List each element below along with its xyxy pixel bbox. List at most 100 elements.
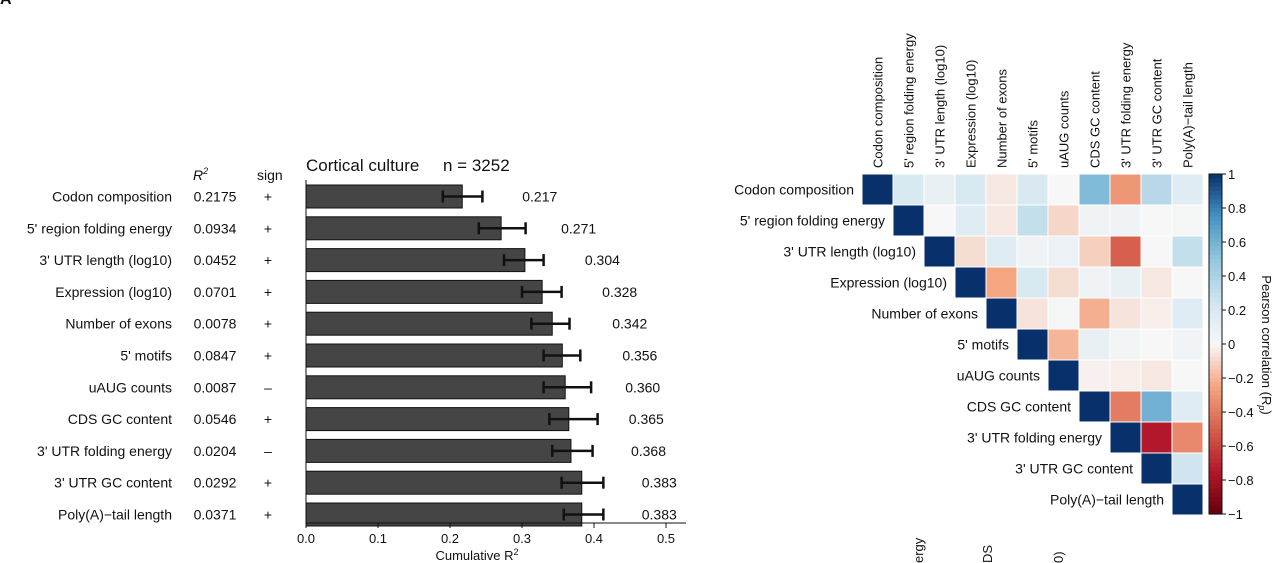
bar-category-label: Expression (log10) <box>55 284 172 300</box>
bar-r2-value: 0.0934 <box>194 220 237 236</box>
bar-sign: + <box>264 348 272 364</box>
bar-category-label: 5' region folding energy <box>27 220 172 236</box>
colorbar-segment <box>1209 501 1222 507</box>
bar-r2-value: 0.0701 <box>194 284 237 300</box>
bar-rows: Codon composition 0.2175 +0.217 5' region f… <box>27 184 677 527</box>
colorbar-segment <box>1209 178 1222 184</box>
heatmap-cell <box>923 173 956 206</box>
heatmap-cell <box>1047 297 1080 330</box>
heatmap-cell <box>1109 235 1142 268</box>
heatmap-cell <box>1140 359 1173 392</box>
colorbar-segment <box>1209 259 1222 264</box>
heatmap-cells <box>861 173 1204 516</box>
heatmap-cell <box>1016 204 1049 237</box>
heatmap-cell <box>1140 235 1173 268</box>
bar-sign: + <box>264 189 272 205</box>
colorbar-segment <box>1209 322 1222 328</box>
colorbar-segment <box>1209 395 1222 400</box>
bar-r2-value: 0.0546 <box>194 411 237 427</box>
heatmap-column-label: Expression (log10) <box>964 60 979 168</box>
colorbar-segment <box>1209 276 1222 281</box>
bar-value-label: 0.383 <box>642 475 677 491</box>
heatmap-cell <box>1109 173 1142 206</box>
colorbar-segment <box>1209 509 1222 515</box>
colorbar-segment <box>1209 348 1222 354</box>
cut-off-label: ergy <box>911 537 926 563</box>
heatmap-cell <box>923 204 956 237</box>
correlation-heatmap-panel: Codon composition 5' region folding energ… <box>734 33 1274 522</box>
bar <box>305 407 570 432</box>
heatmap-row-label: 5' motifs <box>957 337 1009 353</box>
bar-sign: + <box>264 507 272 523</box>
colorbar-segment <box>1209 467 1222 473</box>
sign-column-header: sign <box>257 167 283 183</box>
bar-r2-value: 0.0452 <box>194 252 237 268</box>
heatmap-cell <box>1140 297 1173 330</box>
colorbar-segment <box>1209 399 1222 405</box>
bar-value-label: 0.368 <box>631 443 666 459</box>
bar-r2-value: 0.0847 <box>194 348 237 364</box>
colorbar-segment <box>1209 191 1222 196</box>
heatmap-row-label: Expression (log10) <box>830 275 947 291</box>
heatmap-cell <box>1078 359 1111 392</box>
colorbar-segment <box>1209 475 1222 481</box>
bar-value-label: 0.271 <box>561 220 596 236</box>
colorbar-segment <box>1209 420 1222 426</box>
colorbar-segment <box>1209 505 1222 511</box>
heatmap-cell <box>1109 266 1142 299</box>
colorbar-segment <box>1209 471 1222 477</box>
bar <box>305 375 566 400</box>
bar-sign: + <box>264 316 272 332</box>
colorbar-segment <box>1209 331 1222 337</box>
colorbar-segment <box>1209 216 1222 222</box>
colorbar-segment <box>1209 386 1222 392</box>
colorbar-segment <box>1209 233 1222 239</box>
colorbar-segment <box>1209 297 1222 303</box>
heatmap-cell <box>1140 204 1173 237</box>
colorbar-segment <box>1209 182 1222 188</box>
heatmap-cell <box>1047 359 1080 392</box>
x-tick-label: 0.2 <box>441 531 459 546</box>
bar-value-label: 0.365 <box>629 411 664 427</box>
x-tick-label: 0.1 <box>369 531 387 546</box>
x-tick-label: 0.4 <box>585 531 603 546</box>
colorbar-segment <box>1209 407 1222 413</box>
colorbar-segment <box>1209 497 1222 502</box>
heatmap-cell <box>1171 173 1204 206</box>
heatmap-cell <box>1016 266 1049 299</box>
bar <box>305 311 553 336</box>
colorbar-tick-label: −0.8 <box>1228 473 1254 488</box>
heatmap-cell <box>1140 266 1173 299</box>
heatmap-cell <box>1109 297 1142 330</box>
heatmap-row-label: Poly(A)−tail length <box>1050 492 1164 508</box>
heatmap-cell <box>1171 328 1204 361</box>
bar-sign: – <box>264 379 272 395</box>
bar-category-label: Number of exons <box>65 316 172 332</box>
heatmap-cell <box>1171 390 1204 423</box>
heatmap-column-label: CDS GC content <box>1088 71 1103 168</box>
heatmap-column-label: uAUG counts <box>1057 90 1072 168</box>
heatmap-cell <box>1047 173 1080 206</box>
bar-sign: + <box>264 252 272 268</box>
colorbar-segment <box>1209 208 1222 213</box>
colorbar-segment <box>1209 327 1222 332</box>
heatmap-row-labels: Codon composition 5' region folding energ… <box>734 182 1164 508</box>
colorbar-segment <box>1209 484 1222 490</box>
heatmap-cell <box>1171 266 1204 299</box>
colorbar-tick-label: −0.2 <box>1228 371 1254 386</box>
bar <box>305 470 583 495</box>
heatmap-cell <box>1078 235 1111 268</box>
bar-category-label: Codon composition <box>52 189 172 205</box>
bar-sign: + <box>264 284 272 300</box>
bar-chart-title: Cortical culture <box>306 156 419 175</box>
bar-value-label: 0.360 <box>625 379 660 395</box>
colorbar-segment <box>1209 437 1222 443</box>
bar-r2-value: 0.2175 <box>194 189 237 205</box>
bar-sign: + <box>264 411 272 427</box>
heatmap-cell <box>985 297 1018 330</box>
colorbar-segment <box>1209 263 1222 269</box>
heatmap-cell <box>1047 266 1080 299</box>
heatmap-cell <box>1140 328 1173 361</box>
colorbar-tick-label: 0 <box>1228 337 1235 352</box>
